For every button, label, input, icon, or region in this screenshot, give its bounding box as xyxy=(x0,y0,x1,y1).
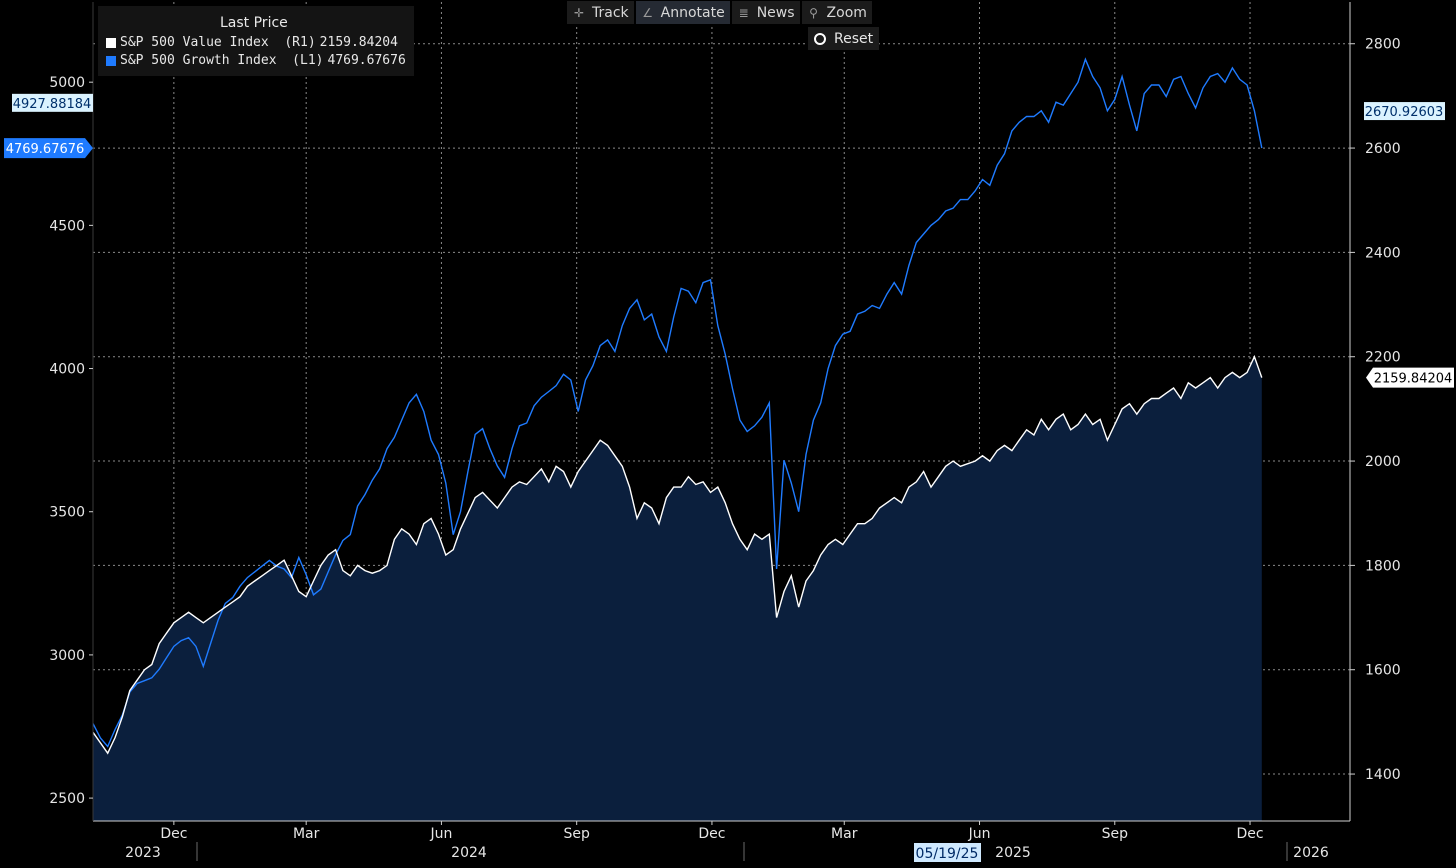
right-tick-label: 1600 xyxy=(1365,663,1401,679)
x-year-label: 2024 xyxy=(451,845,487,861)
right-tick-label: 2000 xyxy=(1365,454,1401,470)
legend: Last Price S&P 500 Value Index (R1) 2159… xyxy=(98,6,414,76)
right-tick-label: 1400 xyxy=(1365,767,1401,783)
track-label: Track xyxy=(592,4,629,21)
x-month-label: Mar xyxy=(831,826,858,842)
value-last-tag: 2159.84204 xyxy=(1366,367,1454,388)
right-tick-label: 2800 xyxy=(1365,37,1401,53)
growth-marker-bg xyxy=(12,93,93,112)
growth-last-text: 4769.67676 xyxy=(6,142,85,157)
x-month-label: Mar xyxy=(293,826,320,842)
left-tick-label: 4000 xyxy=(49,362,85,378)
x-month-label: Sep xyxy=(563,826,590,842)
news-icon: ≣ xyxy=(738,5,749,20)
left-tick-label: 5000 xyxy=(49,75,85,91)
value-series-line xyxy=(92,354,1263,755)
crosshair-icon: ✛ xyxy=(573,5,585,20)
legend-entry-value[interactable]: S&P 500 Value Index (R1) 2159.84204 xyxy=(106,35,398,50)
legend-value-price: 2159.84204 xyxy=(319,35,398,50)
x-month-label: Jun xyxy=(968,826,991,842)
right-tick-label: 2400 xyxy=(1365,245,1401,261)
left-tick-label: 3500 xyxy=(49,505,85,521)
crosshair-date-bg xyxy=(914,843,981,862)
value-tags: 05/19/25 4927.88184 4769.67676 2670.92603 21… xyxy=(4,93,1454,862)
grid xyxy=(93,2,1350,821)
x-month-label: Dec xyxy=(1236,826,1263,842)
growth-last-tag: 4769.67676 xyxy=(4,138,93,159)
series-lines xyxy=(92,57,1263,755)
legend-swatch-growth xyxy=(106,55,116,66)
x-month-label: Jun xyxy=(429,826,452,842)
value-last-text: 2159.84204 xyxy=(1374,372,1453,387)
zoom-button[interactable]: ⚲ Zoom xyxy=(801,1,872,24)
annotate-label: Annotate xyxy=(660,4,725,21)
right-tick-label: 2200 xyxy=(1365,350,1401,366)
reset-button[interactable]: Reset xyxy=(808,27,880,50)
legend-growth-label: S&P 500 Growth Index (L1) xyxy=(120,53,324,68)
x-month-label: Dec xyxy=(160,826,187,842)
reset-icon xyxy=(814,32,826,45)
annotate-button[interactable]: ∠ Annotate xyxy=(635,1,730,24)
value-marker-text: 2670.92603 xyxy=(1365,105,1444,120)
legend-title: Last Price xyxy=(220,15,288,31)
growth-marker-text: 4927.88184 xyxy=(13,97,92,112)
x-year-label: 2026 xyxy=(1293,845,1329,861)
right-tick-label: 2600 xyxy=(1365,141,1401,157)
left-tick-label: 3000 xyxy=(49,648,85,664)
news-button[interactable]: ≣ News xyxy=(731,1,800,24)
crosshair-date-text: 05/19/25 xyxy=(916,846,979,862)
track-button[interactable]: ✛ Track xyxy=(567,1,634,24)
news-label: News xyxy=(756,4,795,21)
axes: 2500 3000 3500 4000 4500 5000 1400 1600 1800 2000… xyxy=(49,2,1401,861)
x-year-label: 2025 xyxy=(995,845,1031,861)
left-tick-label: 4500 xyxy=(49,218,85,234)
value-last-bg xyxy=(1366,367,1454,388)
growth-last-bg xyxy=(4,138,93,159)
x-month-label: Dec xyxy=(698,826,725,842)
legend-swatch-value xyxy=(106,37,116,48)
left-tick-label: 2500 xyxy=(49,791,85,807)
zoom-label: Zoom xyxy=(826,4,867,21)
value-area xyxy=(93,356,1262,821)
legend-growth-price: 4769.67676 xyxy=(327,53,406,68)
growth-series-line xyxy=(92,57,1263,748)
crosshair-date-tag: 05/19/25 xyxy=(914,843,981,862)
x-year-label: 2023 xyxy=(125,845,161,861)
pencil-icon: ∠ xyxy=(642,5,654,20)
value-marker-bg xyxy=(1364,102,1445,121)
reset-label: Reset xyxy=(834,30,874,47)
chart-toolbar: ✛ Track ∠ Annotate ≣ News ⚲ Zoom xyxy=(567,1,872,24)
x-month-label: Sep xyxy=(1102,826,1129,842)
legend-value-label: S&P 500 Value Index (R1) xyxy=(120,35,316,50)
growth-marker-tag: 4927.88184 xyxy=(12,93,93,112)
right-tick-label: 1800 xyxy=(1365,558,1401,574)
magnifier-icon: ⚲ xyxy=(809,5,818,20)
value-marker-tag: 2670.92603 xyxy=(1364,102,1445,121)
legend-entry-growth[interactable]: S&P 500 Growth Index (L1) 4769.67676 xyxy=(106,53,406,68)
value-area-fill xyxy=(93,356,1262,821)
